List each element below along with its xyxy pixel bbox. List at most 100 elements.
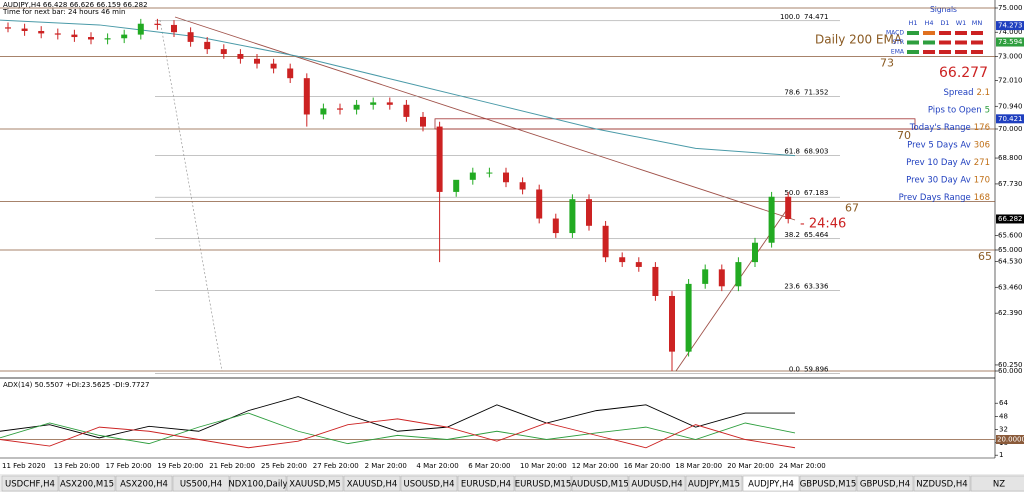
signal-cell (923, 50, 935, 54)
stat: Spread 2.1 (944, 88, 990, 98)
stat-value: 170 (974, 175, 990, 185)
fib-ratio: 100.0 (780, 13, 800, 21)
tab[interactable] (172, 475, 230, 492)
tab-label: XAUUSD,H4 (347, 480, 398, 490)
tab[interactable] (1, 475, 59, 492)
signal-column: W1 (956, 19, 967, 27)
tab-label: USDCHF,H4 (5, 480, 55, 490)
tab[interactable] (799, 475, 857, 492)
tab-label: EURUSD,M15 (515, 480, 572, 490)
candle-body (204, 41, 211, 50)
signal-cell (907, 50, 919, 54)
price-marker-label: 66.282 (998, 215, 1023, 223)
candle-body (137, 23, 144, 35)
candle-body (752, 242, 758, 263)
candle-body (718, 269, 725, 287)
level-label: 67 (845, 202, 859, 215)
signal-column: H1 (908, 19, 917, 27)
adx-tick-label: 48 (999, 412, 1008, 420)
fib-ratio: 0.0 (789, 366, 800, 374)
tab[interactable] (628, 475, 686, 492)
tab[interactable] (115, 475, 173, 492)
tab-label: NZDUSD,H4 (916, 480, 967, 490)
price-tick-label: 72.010 (998, 76, 1023, 84)
signal-cell (971, 31, 983, 35)
signal-column: H4 (924, 19, 933, 27)
candle-body (652, 266, 659, 296)
tab[interactable] (343, 475, 401, 492)
candle-body (38, 30, 45, 34)
price-marker-label: 74.273 (998, 22, 1023, 30)
candle-body (237, 53, 244, 59)
stat-value: 2.1 (976, 88, 990, 98)
candle-body (602, 225, 609, 258)
candle-body (453, 179, 460, 192)
signal-cell (971, 50, 983, 54)
candle-body (303, 78, 310, 115)
fib-ratio: 38.2 (784, 231, 800, 239)
current-price: 66.277 (939, 65, 988, 81)
tab[interactable] (514, 475, 572, 492)
date-label: 18 Mar 20:00 (675, 462, 722, 470)
tab[interactable] (685, 475, 743, 492)
candle-body (785, 196, 792, 220)
tab[interactable] (400, 475, 458, 492)
candle-body (486, 172, 493, 174)
fib-ratio: 78.6 (784, 88, 800, 96)
signal-cell (939, 40, 951, 45)
tab[interactable] (229, 475, 287, 492)
signal-column: MN (972, 19, 983, 27)
signal-cell (923, 31, 935, 35)
candle-body (154, 23, 161, 25)
date-label: 16 Mar 20:00 (624, 462, 671, 470)
tab[interactable] (970, 475, 1024, 492)
level-label: 70 (897, 129, 911, 142)
stat: Prev 30 Day Av 170 (906, 175, 990, 185)
stat-value: 5 (985, 105, 990, 115)
tab[interactable] (571, 475, 629, 492)
signal-row: EMA (891, 49, 905, 56)
price-tick-label: 62.390 (998, 309, 1023, 317)
date-label: 17 Feb 20:00 (106, 462, 152, 470)
fib-ratio: 50.0 (784, 189, 800, 197)
stat-label: Prev 30 Day Av (906, 175, 971, 185)
adx-line (0, 412, 796, 445)
price-tick-label: 60.000 (998, 367, 1023, 375)
tab[interactable] (286, 475, 344, 492)
price-tick-label: 65.000 (998, 246, 1023, 254)
date-label: 27 Feb 20:00 (313, 462, 359, 470)
fib-ratio: 61.8 (784, 148, 800, 156)
candle-body (121, 34, 128, 39)
date-label: 4 Mar 20:00 (416, 462, 458, 470)
tab[interactable] (457, 475, 515, 492)
candle-body (5, 27, 11, 29)
stat-label: Today's Range (909, 123, 971, 133)
candle-body (270, 63, 277, 69)
stat: Pips to Open 5 (928, 105, 990, 115)
tab-label: EURUSD,H4 (461, 480, 511, 490)
tab-label: NDX100,Daily (228, 480, 287, 490)
price-tick-label: 70.940 (998, 102, 1023, 110)
countdown: - 24:46 (800, 217, 846, 232)
tab[interactable] (742, 475, 800, 492)
candle-body (768, 196, 775, 243)
date-label: 10 Mar 20:00 (520, 462, 567, 470)
signal-cell (907, 31, 919, 35)
tab-label: NZ (993, 480, 1005, 490)
stat-value: 176 (974, 123, 990, 133)
stat: Prev 10 Day Av 271 (906, 158, 990, 168)
tab[interactable] (856, 475, 914, 492)
signal-column: D1 (940, 19, 949, 27)
candle-body (353, 104, 360, 110)
tab[interactable] (58, 475, 116, 492)
price-tick-label: 70.000 (998, 125, 1023, 133)
signal-cell (971, 40, 983, 45)
tab[interactable] (913, 475, 971, 492)
date-label: 20 Mar 20:00 (727, 462, 774, 470)
date-label: 24 Mar 20:00 (779, 462, 826, 470)
tab-label: AUDUSD,M15 (571, 480, 629, 490)
candle-body (536, 189, 543, 219)
stat-value: 271 (974, 158, 990, 168)
candle-body (552, 218, 559, 234)
